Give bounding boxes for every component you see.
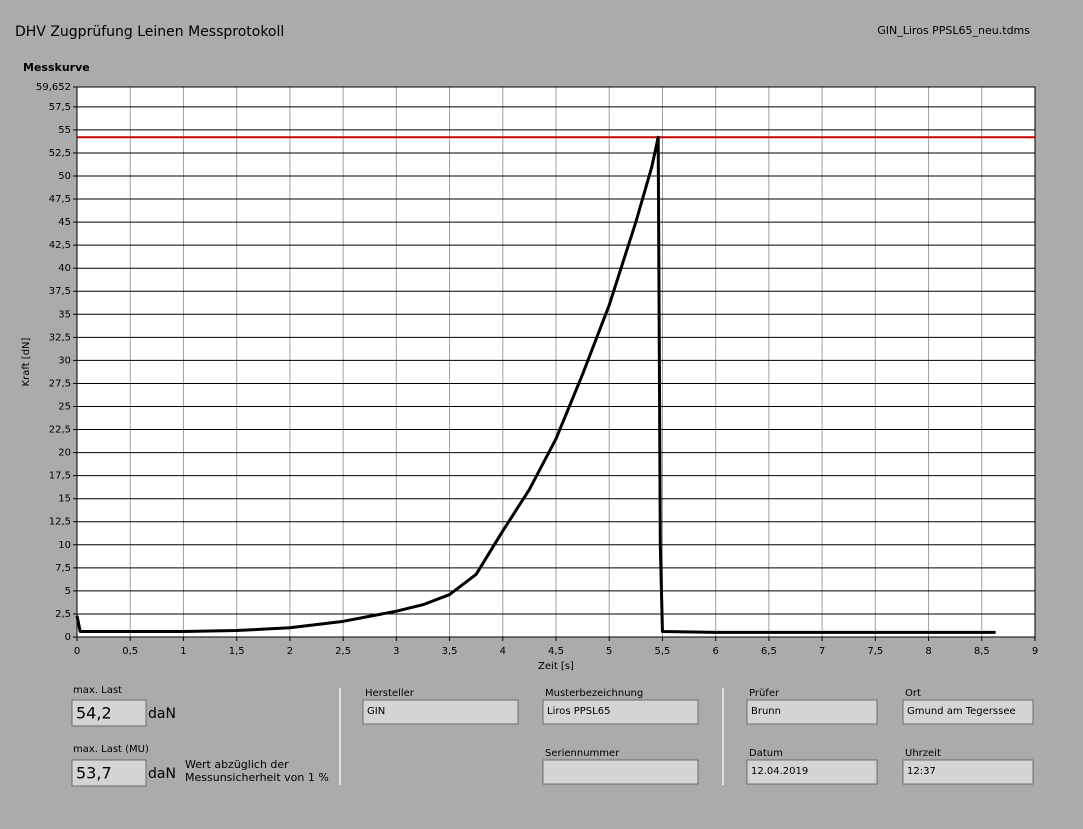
field-value: 53,7 <box>76 764 112 783</box>
page-title: DHV Zugprüfung Leinen Messprotokoll <box>15 24 284 40</box>
y-tick-label: 32,5 <box>49 332 71 343</box>
y-tick-label: 10 <box>58 540 71 551</box>
x-tick-label: 0,5 <box>122 646 138 657</box>
y-tick-label: 30 <box>58 355 71 366</box>
unit: daN <box>148 766 176 782</box>
x-tick-label: 2,5 <box>335 646 351 657</box>
y-tick-label: 42,5 <box>49 240 71 251</box>
y-tick-label: 22,5 <box>49 425 71 436</box>
y-tick-label: 47,5 <box>49 194 71 205</box>
y-tick-label: 45 <box>58 217 71 228</box>
plot-border <box>76 86 1036 638</box>
field-label: Musterbezeichnung <box>545 688 643 699</box>
y-tick-label: 40 <box>58 263 71 274</box>
x-tick-label: 8,5 <box>974 646 990 657</box>
y-tick-label: 35 <box>58 309 71 320</box>
x-tick-label: 9 <box>1032 646 1038 657</box>
y-tick-label: 0 <box>65 632 71 643</box>
y-tick-label: 12,5 <box>49 517 71 528</box>
field-label: Hersteller <box>365 688 415 699</box>
y-tick-label: 5 <box>65 586 71 597</box>
note: Messunsicherheit von 1 % <box>185 771 329 784</box>
y-tick-label: 27,5 <box>49 378 71 389</box>
x-tick-label: 7 <box>819 646 825 657</box>
y-tick-label: 15 <box>58 494 71 505</box>
y-tick-label: 50 <box>58 171 71 182</box>
field-value: Liros PPSL65 <box>547 706 610 717</box>
x-tick-label: 3,5 <box>442 646 458 657</box>
field-value: Brunn <box>751 706 781 717</box>
x-tick-label: 2 <box>287 646 293 657</box>
y-axis-title: Kraft [dN] <box>21 337 32 386</box>
note: Wert abzüglich der <box>185 758 289 771</box>
y-tick-label: 2,5 <box>55 609 71 620</box>
x-tick-label: 4,5 <box>548 646 564 657</box>
input-box <box>902 699 1034 725</box>
field-label: Datum <box>749 748 783 759</box>
file-name: GIN_Liros PPSL65_neu.tdms <box>877 24 1030 37</box>
field-label: Prüfer <box>749 688 780 699</box>
x-tick-label: 8 <box>925 646 931 657</box>
x-tick-label: 6,5 <box>761 646 777 657</box>
field-value: Gmund am Tegerssee <box>907 706 1016 717</box>
x-axis-title: Zeit [s] <box>538 661 574 672</box>
input-box <box>542 759 699 785</box>
y-tick-label: 57,5 <box>49 102 71 113</box>
y-tick-label: 17,5 <box>49 471 71 482</box>
y-tick-label: 20 <box>58 448 71 459</box>
field-value: 12.04.2019 <box>751 766 808 777</box>
input-box <box>71 699 147 727</box>
y-tick-label: 25 <box>58 401 71 412</box>
input-box <box>362 699 519 725</box>
input-box <box>902 759 1034 785</box>
field-value: 54,2 <box>76 704 112 723</box>
input-box <box>71 759 147 787</box>
field-label: max. Last <box>73 685 122 696</box>
x-tick-label: 6 <box>712 646 718 657</box>
input-box <box>746 699 878 725</box>
x-tick-label: 7,5 <box>867 646 883 657</box>
x-tick-label: 4 <box>500 646 506 657</box>
y-tick-label: 59,652 <box>36 82 71 93</box>
x-tick-label: 0 <box>74 646 80 657</box>
field-label: max. Last (MU) <box>73 744 149 755</box>
y-tick-label: 37,5 <box>49 286 71 297</box>
chart-title: Messkurve <box>23 61 90 74</box>
unit: daN <box>148 706 176 722</box>
field-label: Uhrzeit <box>905 748 941 759</box>
input-box <box>746 759 878 785</box>
x-tick-label: 5 <box>606 646 612 657</box>
y-tick-label: 52,5 <box>49 148 71 159</box>
input-box <box>542 699 699 725</box>
data-line <box>75 135 996 634</box>
x-tick-label: 5,5 <box>654 646 670 657</box>
field-label: Seriennummer <box>545 748 620 759</box>
y-tick-label: 7,5 <box>55 563 71 574</box>
field-label: Ort <box>905 688 921 699</box>
x-tick-label: 1 <box>180 646 186 657</box>
field-value: 12:37 <box>907 766 936 777</box>
field-value: GIN <box>367 706 385 717</box>
x-tick-label: 1,5 <box>229 646 245 657</box>
y-tick-label: 55 <box>58 125 71 136</box>
x-tick-label: 3 <box>393 646 399 657</box>
